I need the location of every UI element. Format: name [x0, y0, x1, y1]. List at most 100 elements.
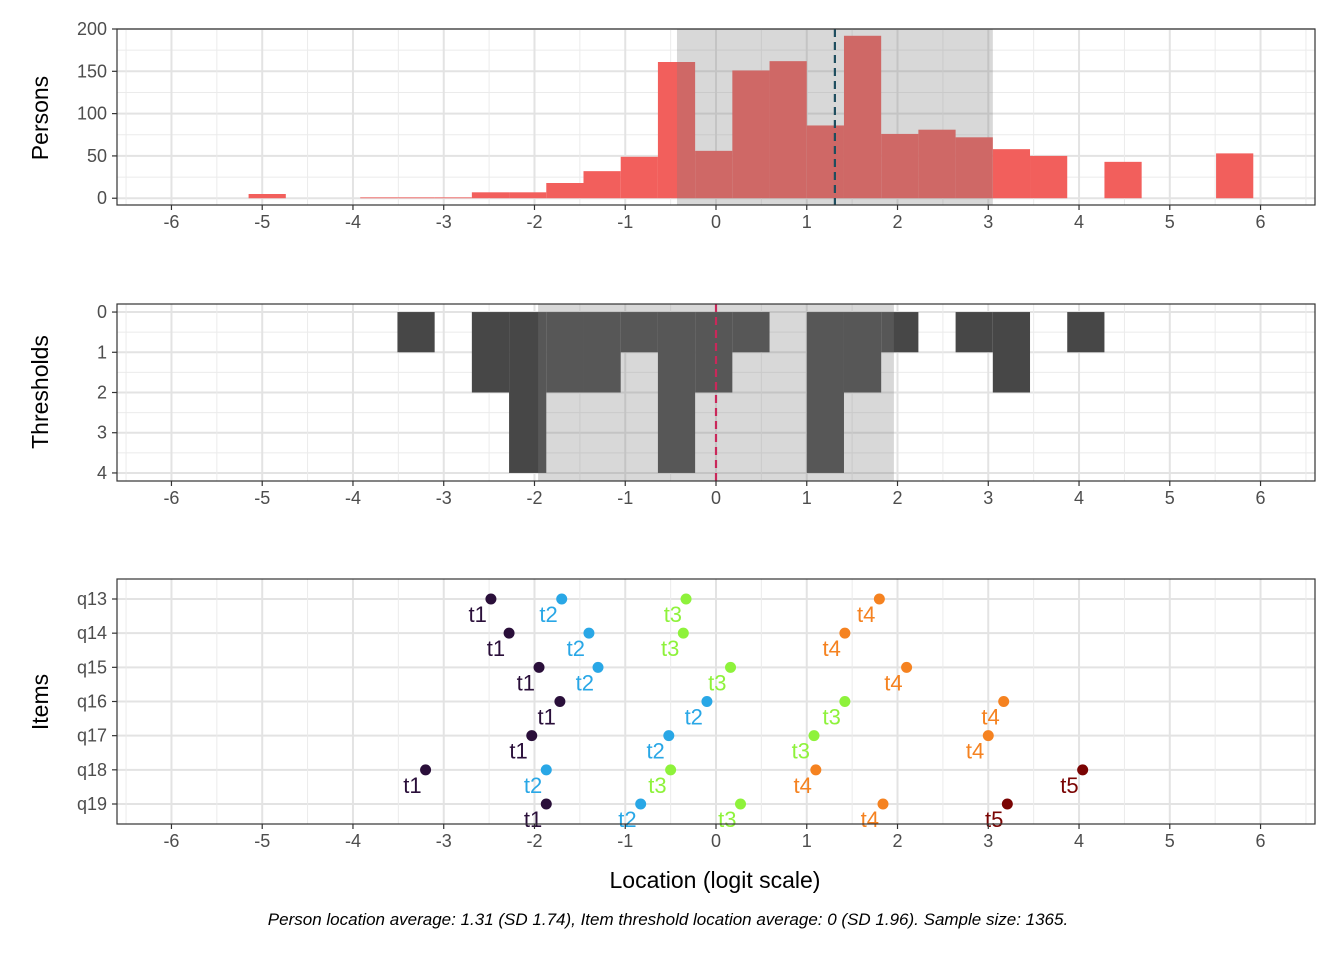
person-histogram-bar	[248, 194, 286, 199]
x-tick-label: 5	[1165, 488, 1175, 508]
x-tick-label: -5	[254, 212, 270, 232]
x-tick-label: 2	[893, 831, 903, 851]
threshold-point	[540, 798, 552, 810]
threshold-point	[526, 730, 538, 742]
persons-panel: 0 50 100 150 200 -6 -5 -4 -3 -2 -1 0 1 2 3 4 5 6	[77, 19, 1316, 232]
item-category-label: q13	[77, 589, 107, 609]
x-tick-label: 5	[1165, 831, 1175, 851]
person-histogram-bar	[397, 197, 435, 199]
threshold-point	[556, 593, 568, 605]
threshold-histogram-bar	[1067, 312, 1105, 353]
threshold-point	[680, 593, 692, 605]
threshold-point-label: t2	[524, 773, 542, 798]
person-histogram-bar	[695, 150, 733, 199]
y-tick-label: 0	[97, 302, 107, 322]
threshold-point-label: t1	[487, 636, 505, 661]
threshold-point-label: t1	[403, 773, 421, 798]
threshold-point	[677, 627, 689, 639]
item-category-label: q18	[77, 760, 107, 780]
threshold-point	[420, 764, 432, 776]
x-tick-label: 5	[1165, 212, 1175, 232]
person-histogram-bar	[583, 171, 621, 199]
threshold-point	[839, 627, 851, 639]
threshold-histogram-bar	[881, 312, 919, 353]
x-tick-label: -3	[436, 488, 452, 508]
x-tick-label: 4	[1074, 212, 1084, 232]
threshold-point-label: t3	[664, 602, 682, 627]
person-histogram-bar	[992, 149, 1031, 199]
person-histogram-bar	[509, 192, 547, 199]
threshold-histogram-bar	[509, 312, 547, 473]
x-tick-label: -1	[617, 831, 633, 851]
person-histogram-bar	[620, 156, 658, 199]
y-tick-label: 1	[97, 342, 107, 362]
x-tick-label: 2	[893, 488, 903, 508]
x-tick-label: -4	[345, 212, 361, 232]
threshold-point	[873, 593, 885, 605]
threshold-point-label: t4	[793, 773, 811, 798]
thresholds-panel: 0 1 2 3 4 -6 -5 -4 -3 -2 -1 0 1 2 3 4 5 6	[97, 302, 1316, 508]
person-histogram-bar	[546, 183, 584, 199]
threshold-point-label: t2	[618, 807, 636, 832]
threshold-point-label: t5	[985, 807, 1003, 832]
y-tick-label: 100	[77, 104, 107, 124]
x-tick-label: 0	[711, 212, 721, 232]
person-histogram-bar	[1030, 155, 1068, 199]
x-tick-label: 1	[802, 831, 812, 851]
x-tick-label: 6	[1256, 831, 1266, 851]
threshold-point	[808, 730, 820, 742]
person-histogram-bar	[471, 192, 510, 199]
person-histogram-bar	[1216, 153, 1254, 199]
person-histogram-bar	[955, 137, 993, 199]
person-histogram-bar	[769, 61, 807, 199]
item-category-label: q17	[77, 726, 107, 746]
thresholds-axis-title: Thresholds	[27, 335, 53, 449]
person-histogram-bar	[843, 35, 882, 199]
threshold-point-label: t4	[981, 705, 999, 730]
threshold-point-label: t3	[718, 807, 736, 832]
threshold-point	[554, 696, 566, 707]
person-histogram-bar	[360, 197, 398, 199]
threshold-point	[665, 764, 677, 776]
threshold-point	[901, 661, 913, 673]
x-tick-label: 4	[1074, 488, 1084, 508]
threshold-point	[810, 764, 822, 776]
threshold-histogram-bar	[657, 312, 696, 473]
threshold-histogram-bar	[732, 312, 770, 353]
item-category-label: q16	[77, 692, 107, 712]
person-histogram-bar	[657, 62, 696, 199]
threshold-histogram-bar	[695, 312, 733, 393]
threshold-point-label: t3	[823, 705, 841, 730]
x-tick-label: -3	[436, 831, 452, 851]
threshold-point-label: t3	[708, 670, 726, 695]
threshold-point-label: t1	[524, 807, 542, 832]
x-tick-label: -5	[254, 488, 270, 508]
threshold-point-label: t2	[539, 602, 557, 627]
persons-axis-title: Persons	[27, 76, 53, 160]
x-tick-label: -4	[345, 488, 361, 508]
threshold-point-label: t3	[648, 773, 666, 798]
x-tick-label: 3	[983, 212, 993, 232]
y-tick-label: 50	[87, 146, 107, 166]
threshold-point-label: t2	[576, 670, 594, 695]
threshold-point-label: t4	[861, 807, 879, 832]
x-tick-label: -1	[617, 212, 633, 232]
threshold-point	[839, 696, 851, 707]
threshold-histogram-bar	[546, 312, 584, 393]
threshold-point	[982, 730, 994, 742]
threshold-point	[735, 798, 747, 810]
person-histogram-bar	[806, 125, 844, 199]
threshold-point-label: t2	[567, 636, 585, 661]
item-category-label: q14	[77, 623, 107, 643]
x-tick-label: 6	[1256, 488, 1266, 508]
item-category-label: q19	[77, 794, 107, 814]
person-histogram-bar	[918, 129, 956, 199]
threshold-histogram-bar	[620, 312, 658, 353]
y-tick-label: 2	[97, 383, 107, 403]
threshold-point	[877, 798, 889, 810]
threshold-point	[725, 661, 737, 673]
threshold-point	[1001, 798, 1013, 810]
threshold-point-label: t3	[792, 739, 810, 764]
x-tick-label: 0	[711, 488, 721, 508]
